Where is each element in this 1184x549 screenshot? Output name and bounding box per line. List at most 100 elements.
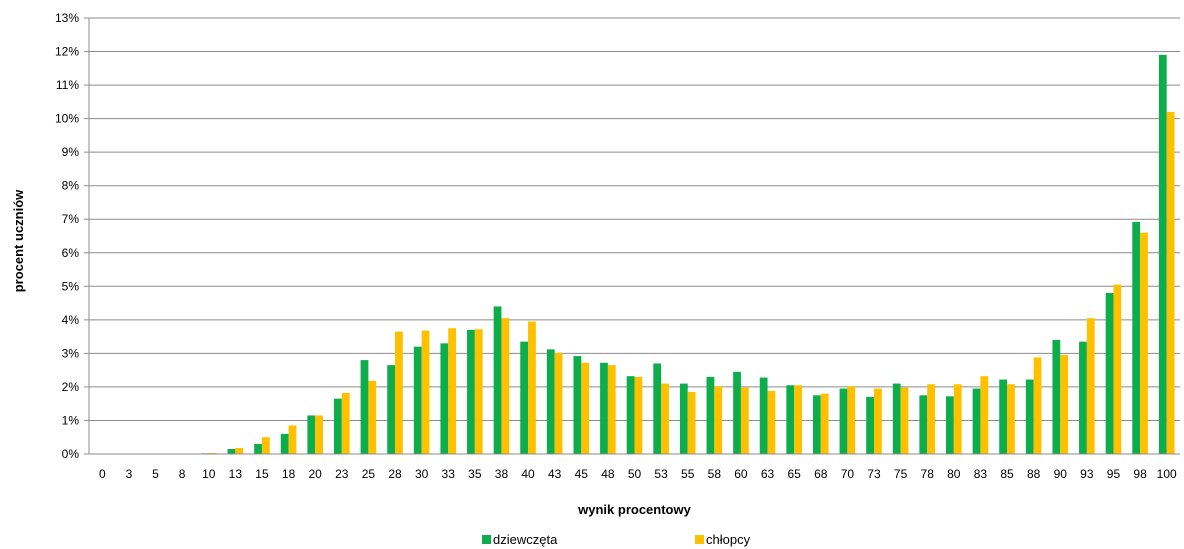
- x-tick-label: 93: [1080, 467, 1094, 481]
- x-tick-label: 43: [548, 467, 562, 481]
- bar-dziewczeta-45: [573, 356, 582, 454]
- bar-chlopcy-15: [261, 437, 270, 454]
- bar-dziewczeta-70: [839, 388, 848, 454]
- x-tick-label: 30: [415, 467, 429, 481]
- bar-dziewczeta-95: [1105, 293, 1114, 454]
- axes: [88, 18, 1180, 455]
- bar-dziewczeta-80: [946, 396, 954, 454]
- bar-chlopcy-80: [953, 384, 962, 454]
- y-tick-label: 9%: [62, 145, 80, 159]
- bar-chlopcy-35: [474, 329, 483, 454]
- x-tick-label: 3: [126, 467, 133, 481]
- bar-dziewczeta-20: [307, 415, 316, 454]
- bar-chlopcy-88: [1033, 357, 1042, 454]
- bar-dziewczeta-88: [1025, 379, 1034, 454]
- x-tick-label: 10: [202, 467, 216, 481]
- bar-chlopcy-58: [714, 386, 723, 454]
- bar-chlopcy-93: [1086, 318, 1095, 454]
- legend: dziewczęta chłopcy: [482, 532, 751, 547]
- x-tick-label: 65: [787, 467, 801, 481]
- x-tick-label: 55: [681, 467, 695, 481]
- y-tick-label: 8%: [62, 179, 80, 193]
- x-tick-label: 95: [1107, 467, 1121, 481]
- gridlines: [89, 17, 1180, 455]
- x-tick-label: 98: [1133, 467, 1147, 481]
- bar-chlopcy-60: [740, 387, 749, 454]
- bar-chlopcy-95: [1113, 284, 1122, 454]
- bar-dziewczeta-23: [333, 398, 342, 454]
- y-tick-label: 7%: [62, 212, 80, 226]
- bar-dziewczeta-83: [972, 388, 981, 454]
- y-tick-label: 3%: [62, 346, 80, 360]
- y-tick-label: 6%: [62, 246, 80, 260]
- x-tick-label: 75: [894, 467, 908, 481]
- x-tick-label: 45: [575, 467, 589, 481]
- bar-chlopcy-33: [448, 328, 457, 454]
- bar-dziewczeta-13: [227, 448, 236, 454]
- x-tick-label: 23: [335, 467, 349, 481]
- x-tick-label: 40: [521, 467, 535, 481]
- bar-chlopcy-30: [421, 330, 430, 454]
- x-tick-label: 60: [734, 467, 748, 481]
- x-tick-label: 70: [841, 467, 855, 481]
- bar-dziewczeta-98: [1132, 221, 1141, 454]
- bar-dziewczeta-68: [812, 395, 821, 454]
- x-axis-title: wynik procentowy: [577, 502, 691, 517]
- legend-label-chlopcy: chłopcy: [706, 532, 751, 547]
- x-tick-label: 88: [1027, 467, 1041, 481]
- x-tick-label: 35: [468, 467, 482, 481]
- x-tick-label: 68: [814, 467, 828, 481]
- bar-dziewczeta-93: [1079, 341, 1087, 454]
- bar-chlopcy-83: [980, 376, 989, 454]
- x-tick-label: 50: [628, 467, 642, 481]
- bar-dziewczeta-43: [546, 349, 555, 454]
- bar-chlopcy-10: [208, 452, 217, 454]
- bar-dziewczeta-15: [254, 443, 262, 454]
- y-axis-ticks: 0% 1% 2% 3% 4% 5% 6% 7% 8% 9% 10% 11% 12% 13%: [55, 11, 89, 461]
- bar-dziewczeta-30: [413, 346, 422, 454]
- bar-dziewczeta-90: [1052, 339, 1061, 454]
- y-tick-label: 4%: [62, 313, 80, 327]
- bars: [200, 54, 1175, 455]
- bar-chlopcy-50: [634, 376, 643, 454]
- bar-chlopcy-78: [927, 384, 936, 454]
- bar-chlopcy-98: [1140, 232, 1148, 454]
- y-tick-label: 5%: [62, 279, 80, 293]
- x-tick-label: 8: [179, 467, 186, 481]
- bar-chlopcy-65: [794, 385, 802, 454]
- bar-dziewczeta-63: [759, 377, 768, 454]
- bar-chlopcy-45: [581, 362, 590, 454]
- bar-chlopcy-85: [1007, 384, 1015, 454]
- bar-dziewczeta-50: [626, 376, 635, 454]
- bar-chlopcy-20: [315, 415, 323, 454]
- bar-chlopcy-25: [368, 380, 377, 454]
- x-tick-label: 0: [99, 467, 106, 481]
- x-tick-label: 25: [362, 467, 376, 481]
- bar-dziewczeta-85: [999, 379, 1008, 454]
- bar-dziewczeta-75: [892, 383, 901, 454]
- bar-dziewczeta-100: [1158, 54, 1167, 455]
- bar-dziewczeta-48: [600, 362, 608, 454]
- x-tick-label: 58: [708, 467, 722, 481]
- y-tick-label: 12%: [55, 45, 79, 59]
- bar-dziewczeta-58: [706, 376, 715, 454]
- x-tick-label: 33: [442, 467, 456, 481]
- legend-label-dziewczeta: dziewczęta: [493, 532, 558, 547]
- x-tick-label: 20: [309, 467, 323, 481]
- x-tick-label: 15: [255, 467, 269, 481]
- x-tick-label: 48: [601, 467, 615, 481]
- bar-dziewczeta-28: [387, 365, 396, 454]
- bar-chlopcy-43: [554, 352, 563, 454]
- bar-dziewczeta-73: [866, 396, 874, 454]
- bar-chlopcy-55: [687, 391, 696, 454]
- x-tick-label: 83: [974, 467, 988, 481]
- y-axis-title: procent uczniów: [11, 189, 26, 292]
- bar-dziewczeta-18: [280, 433, 289, 454]
- x-tick-label: 63: [761, 467, 775, 481]
- bar-dziewczeta-35: [467, 329, 475, 454]
- bar-dziewczeta-65: [786, 385, 795, 454]
- bar-chlopcy-28: [395, 331, 403, 454]
- y-tick-label: 1%: [62, 413, 80, 427]
- bar-chlopcy-38: [501, 318, 510, 454]
